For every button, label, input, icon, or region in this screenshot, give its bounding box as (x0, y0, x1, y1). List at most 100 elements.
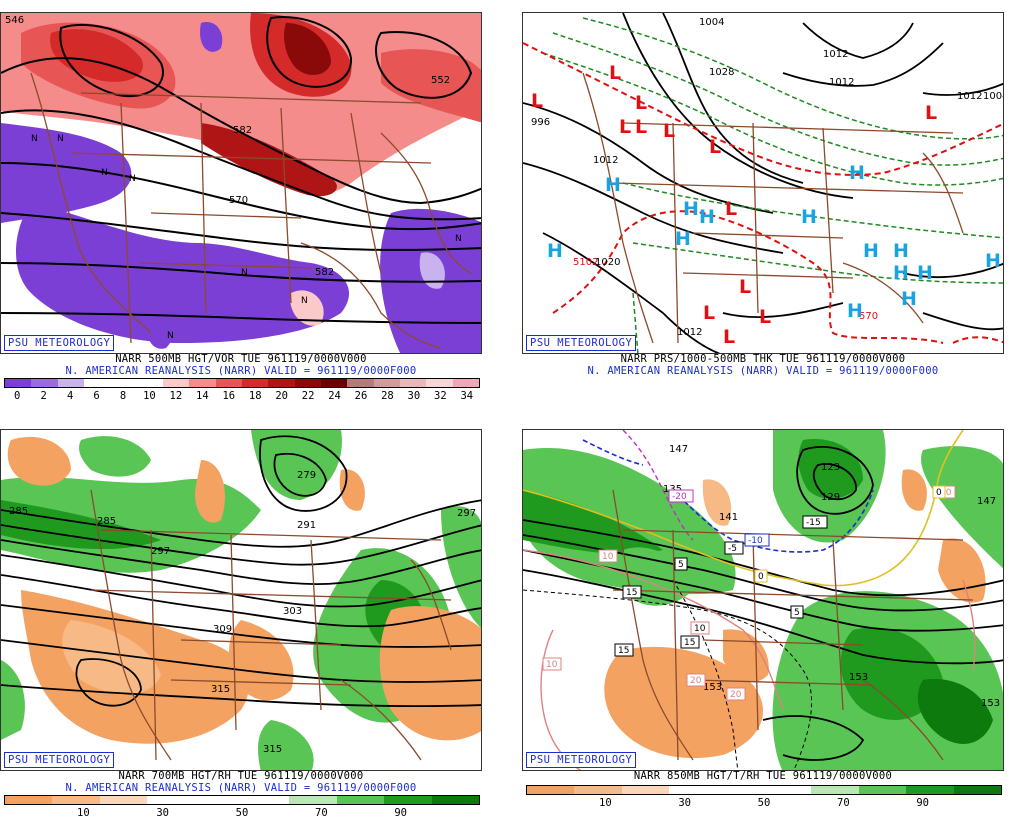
color-scale-swatch (716, 786, 765, 794)
temp-label: 5 (678, 560, 684, 570)
high-pressure-marker: H (847, 300, 863, 322)
color-scale-tick-label: 10 (77, 807, 90, 819)
color-scale-swatch (242, 796, 290, 804)
high-pressure-marker: H (605, 174, 621, 196)
height-label: 279 (297, 470, 316, 481)
color-scale-swatch (764, 786, 812, 794)
high-pressure-marker: H (849, 162, 865, 184)
color-scale-swatch (83, 379, 111, 387)
high-pressure-marker: H (863, 240, 879, 262)
color-scale-tick-label: 22 (301, 390, 315, 402)
color-scale-tick-label: 70 (837, 797, 850, 809)
color-scale-tick-label: 10 (599, 797, 612, 809)
height-label: 141 (719, 512, 738, 523)
color-scale-tick-label: 90 (394, 807, 407, 819)
isobar-label: 1004 (699, 17, 724, 28)
color-scale-swatch (399, 379, 427, 387)
color-scale-swatch (5, 379, 32, 387)
temp-label: -20 (672, 492, 687, 502)
temp-label: 15 (684, 638, 695, 648)
color-scale-tick-label: 30 (156, 807, 169, 819)
height-label: 123 (821, 462, 840, 473)
temp-label: 20 (690, 676, 702, 686)
height-label: 552 (431, 75, 450, 86)
low-pressure-marker: L (723, 326, 735, 348)
color-scale-swatch (289, 796, 337, 804)
color-scale-swatch (320, 379, 348, 387)
panel-subcaption: N. AMERICAN REANALYSIS (NARR) VALID = 96… (65, 365, 417, 377)
panel-subcaption: N. AMERICAN REANALYSIS (NARR) VALID = 96… (587, 365, 939, 377)
panel-850mb-temp-rh: 123 129 135 141 147 153 153 153 147 -20 … (522, 429, 1004, 821)
color-scale-swatch (215, 379, 242, 387)
svg-text:N: N (455, 234, 462, 244)
height-label: 153 (981, 698, 1000, 709)
color-scale-swatch (189, 379, 216, 387)
color-scale-tick-label: 34 (460, 390, 474, 402)
high-pressure-marker: H (985, 250, 1001, 272)
high-pressure-marker: H (917, 262, 933, 284)
temp-label: 20 (940, 488, 952, 498)
color-scale-tick-label: 0 (14, 390, 21, 402)
color-scale-swatch (811, 786, 859, 794)
panel-500mb-vorticity: 546 570 582 552 582 N N N N N N N N PSU … (0, 12, 482, 404)
color-scale-ticks: 10 30 50 70 90 (4, 807, 480, 821)
color-scale-tick-label: 50 (757, 797, 771, 809)
height-label: 285 (97, 516, 116, 527)
height-label: 291 (297, 520, 316, 531)
height-label: 315 (211, 684, 230, 695)
height-label: 297 (151, 546, 170, 557)
color-scale-bar (4, 378, 480, 388)
high-pressure-marker: H (893, 240, 909, 262)
panel-caption: NARR 700MB HGT/RH TUE 961119/0000V000 (118, 770, 364, 782)
map-700mb-rh: 279 285 285 291 297 297 303 309 315 315 (0, 429, 482, 771)
height-label: 147 (669, 444, 688, 455)
height-label: 309 (213, 624, 232, 635)
thickness-label: 5102 (573, 257, 598, 268)
svg-text:N: N (31, 134, 38, 144)
high-pressure-marker: H (893, 262, 909, 284)
color-scale-swatch (858, 786, 907, 794)
temp-label: 10 (546, 660, 558, 670)
temp-label: -10 (748, 536, 763, 546)
color-scale-swatch (5, 796, 53, 804)
low-pressure-marker: L (725, 198, 737, 220)
color-scale-swatch (241, 379, 269, 387)
color-scale-tick-label: 4 (66, 390, 74, 402)
height-label: 153 (849, 672, 868, 683)
temp-label: 0 (758, 572, 764, 582)
color-scale-tick-label: 90 (916, 797, 929, 809)
color-scale-tick-label: 70 (315, 807, 328, 819)
temp-label: -15 (806, 518, 821, 528)
high-pressure-marker: H (683, 198, 699, 220)
low-pressure-marker: L (759, 306, 771, 328)
isobar-label: 1012 (829, 77, 854, 88)
color-scale-bar (526, 785, 1002, 795)
low-pressure-marker: L (663, 120, 675, 142)
psu-meteorology-badge: PSU METEOROLOGY (4, 752, 115, 768)
height-label: 303 (283, 606, 302, 617)
isobar-label: 1012 (593, 155, 618, 166)
color-scale-ticks: 10 30 50 70 90 (526, 797, 1002, 811)
color-scale-ticks: 0 2 4 6 8 10 12 14 16 18 20 22 24 26 28 30 32 34 (4, 390, 480, 404)
color-scale-swatch (373, 379, 400, 387)
temp-label: -5 (728, 544, 737, 554)
high-pressure-marker: H (901, 288, 917, 310)
map-pressure-thickness: 1004 1012 1028 1012 1012 996 1012 5102 1… (522, 12, 1004, 354)
color-scale-tick-label: 14 (196, 390, 209, 402)
color-scale-swatch (527, 786, 575, 794)
color-scale-swatch (268, 379, 295, 387)
high-pressure-marker: H (801, 206, 817, 228)
color-scale-tick-label: 18 (248, 390, 262, 402)
color-scale-swatch (162, 379, 190, 387)
color-scale-swatch (294, 379, 321, 387)
height-label: 153 (703, 682, 722, 693)
color-scale-tick-label: 10 (143, 390, 156, 402)
panel-pressure-thickness: 1004 1012 1028 1012 1012 996 1012 5102 1… (522, 12, 1004, 404)
color-scale-tick-label: 24 (328, 390, 341, 402)
isobar-label: 1012 (823, 49, 848, 60)
color-scale-tick-label: 30 (407, 390, 421, 402)
height-label: 546 (5, 15, 24, 26)
height-label: 570 (229, 195, 248, 206)
height-label: 582 (233, 125, 252, 136)
color-scale-tick-label: 28 (381, 390, 394, 402)
